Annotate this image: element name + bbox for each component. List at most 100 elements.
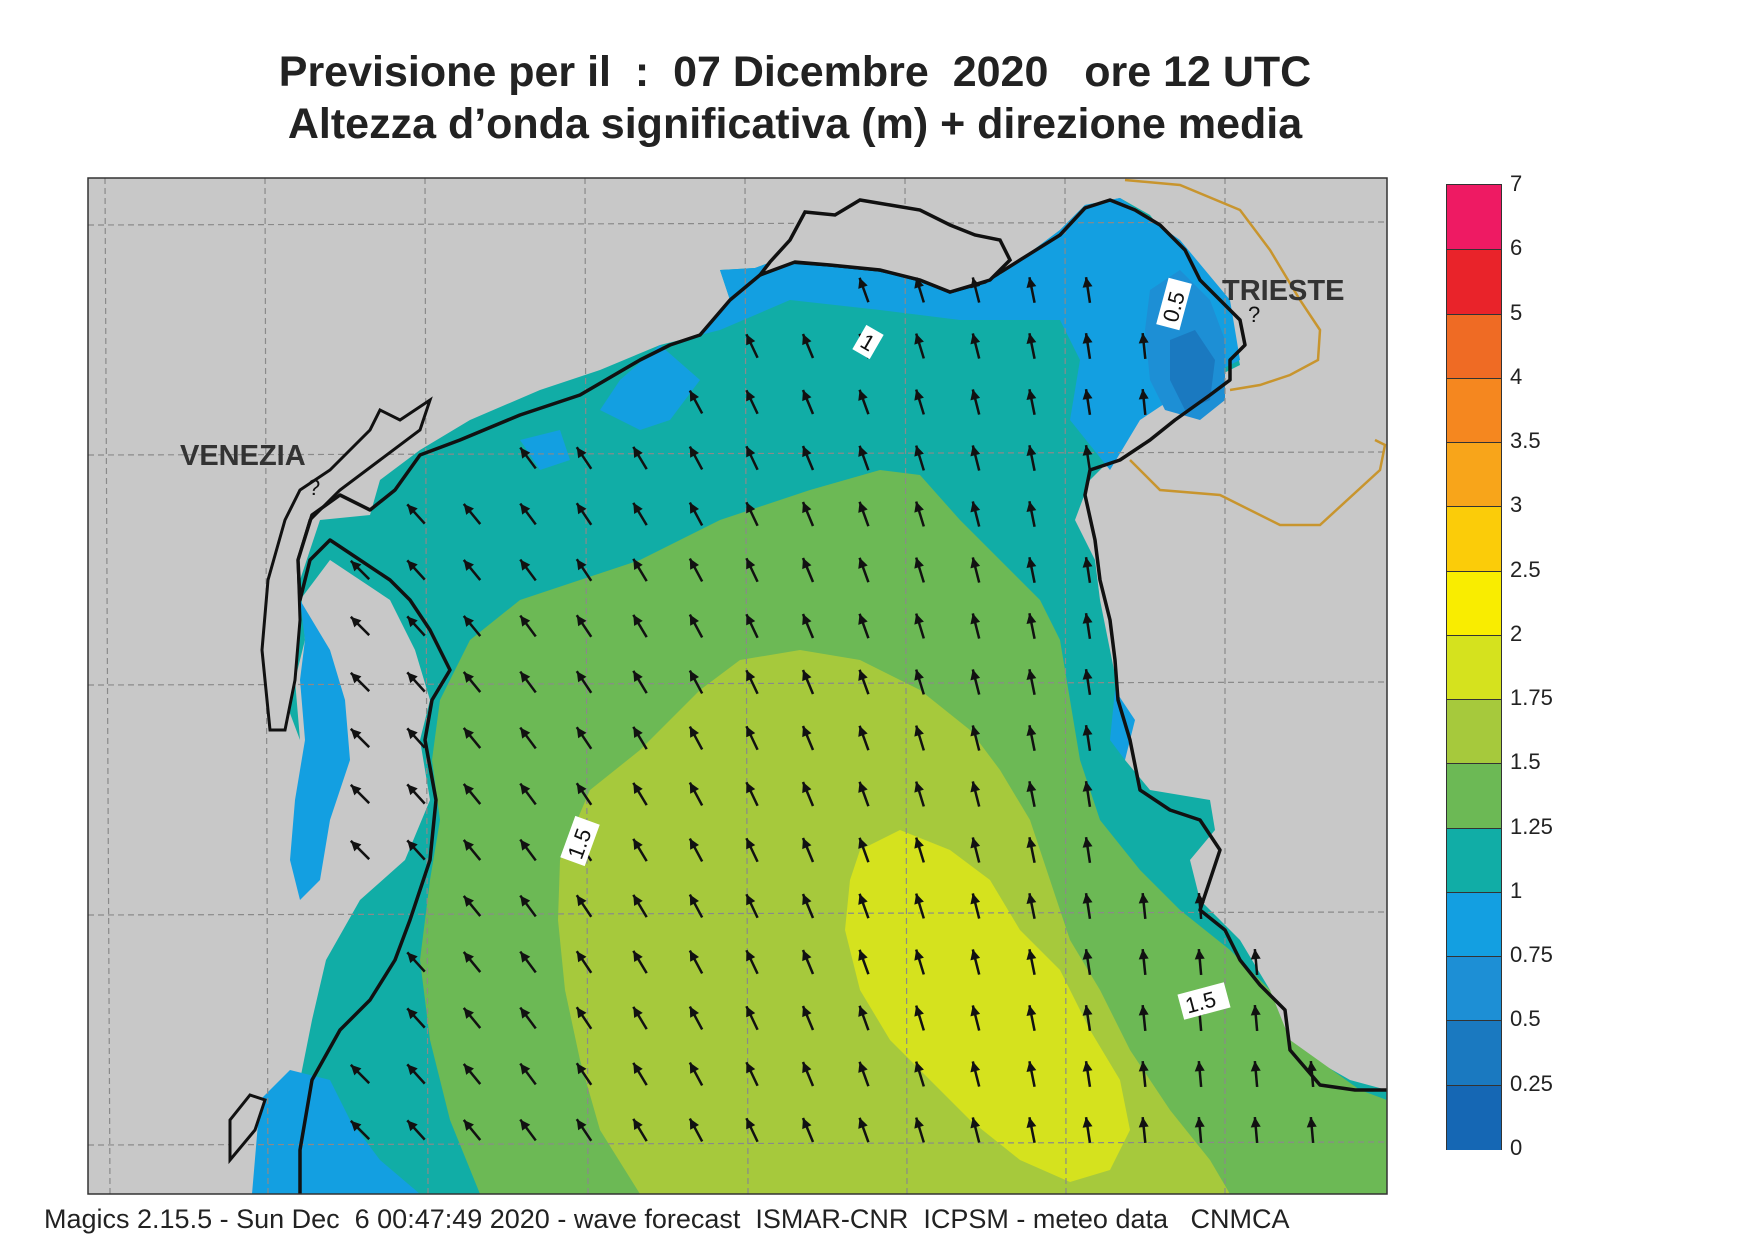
color-scale-legend — [1446, 184, 1502, 1151]
wave-direction-arrowhead — [633, 950, 643, 963]
wave-direction-arrowhead — [350, 784, 362, 796]
legend-color-cell — [1447, 442, 1501, 508]
legend-label: 0.5 — [1510, 1006, 1541, 1032]
wave-direction-arrowhead — [407, 728, 418, 740]
wave-direction-arrowhead — [1082, 669, 1093, 680]
wave-direction-arrowhead — [1250, 1005, 1261, 1016]
wave-direction-arrowhead — [520, 1119, 531, 1131]
wave-direction-arrowhead — [1026, 893, 1037, 905]
wave-direction-arrowhead — [633, 782, 643, 795]
wave-direction-arrowhead — [970, 445, 981, 457]
wave-direction-arrowhead — [970, 333, 981, 345]
wave-direction-arrowhead — [970, 1005, 981, 1017]
wave-direction-arrowhead — [914, 501, 924, 513]
grado-marano-lagoon — [754, 198, 1013, 294]
wave-direction-arrowhead — [1082, 949, 1093, 960]
wave-direction-arrowhead — [746, 1118, 756, 1130]
wave-direction-arrowhead — [858, 725, 868, 737]
wave-direction-arrowhead — [633, 670, 643, 683]
wave-direction-arrowhead — [802, 669, 812, 682]
wave-direction-arrowhead — [914, 837, 924, 849]
wave-direction-arrowhead — [576, 1119, 587, 1131]
wave-direction-arrowhead — [970, 557, 981, 569]
wave-direction-arrowhead — [520, 1007, 531, 1019]
wave-direction-arrowhead — [858, 445, 868, 457]
wave-direction-arrowhead — [1138, 1061, 1149, 1072]
footer-credits: Magics 2.15.5 - Sun Dec 6 00:47:49 2020 … — [44, 1204, 1290, 1234]
map-subtitle: Altezza d’onda significativa (m) + direz… — [287, 100, 1303, 148]
wave-direction-arrowhead — [802, 837, 812, 850]
wave-direction-arrowhead — [1026, 445, 1037, 457]
wave-direction-arrowhead — [914, 613, 924, 625]
wave-direction-arrowhead — [858, 837, 868, 849]
wave-direction-arrowhead — [970, 725, 981, 737]
wave-direction-arrowhead — [1082, 333, 1093, 344]
wave-direction-arrowhead — [520, 951, 531, 963]
wave-direction-arrowhead — [576, 503, 587, 515]
wave-direction-arrowhead — [463, 503, 474, 515]
wave-direction-arrowhead — [914, 669, 924, 681]
legend-label: 2 — [1510, 620, 1523, 646]
wave-direction-arrowhead — [1082, 1117, 1093, 1128]
wave-direction-arrowhead — [463, 895, 474, 907]
wave-direction-arrowhead — [350, 728, 362, 740]
wave-direction-arrowhead — [1082, 893, 1093, 904]
wave-direction-arrowhead — [520, 559, 531, 571]
wave-direction-arrowhead — [802, 1117, 812, 1130]
legend-label: 3 — [1510, 492, 1523, 518]
wave-direction-arrowhead — [914, 389, 924, 401]
wave-direction-arrowhead — [576, 559, 587, 571]
wave-direction-arrowhead — [802, 389, 812, 402]
wave-direction-arrowhead — [689, 782, 699, 794]
wave-direction-arrowhead — [914, 1117, 924, 1129]
map-frame — [87, 177, 1388, 1195]
wave-direction-arrowhead — [1026, 1117, 1037, 1129]
legend-label: 0.75 — [1510, 942, 1553, 968]
legend-color-cell — [1447, 570, 1501, 637]
legend-label: 5 — [1510, 299, 1523, 325]
wave-direction-arrowhead — [1082, 277, 1093, 288]
wave-direction-arrowhead — [1082, 725, 1093, 736]
wave-direction-arrowhead — [1026, 613, 1037, 625]
coastline — [296, 198, 1387, 1194]
wave-direction-arrowhead — [1194, 1061, 1205, 1072]
wave-direction-arrowhead — [689, 1006, 699, 1018]
wave-direction-arrowhead — [746, 614, 756, 626]
contour-label: 0.5 — [1156, 277, 1192, 331]
legend-color-cell — [1447, 249, 1501, 316]
wave-direction-arrowhead — [520, 615, 531, 627]
legend-color-cell — [1447, 827, 1501, 894]
wave-direction-arrowhead — [689, 950, 699, 962]
wave-direction-arrowhead — [970, 893, 981, 905]
wave-direction-arrowhead — [463, 671, 474, 683]
wave-direction-arrowhead — [407, 784, 418, 796]
wave-direction-arrowhead — [350, 616, 362, 628]
wave-direction-arrowhead — [576, 895, 587, 907]
wave-direction-arrowhead — [407, 1064, 418, 1076]
wave-direction-arrowhead — [576, 1063, 587, 1075]
wave-direction-arrowhead — [858, 1117, 868, 1129]
wave-direction-arrowhead — [689, 726, 699, 738]
wave-direction-arrowhead — [520, 783, 531, 795]
legend-label: 3.5 — [1510, 428, 1541, 454]
wave-direction-arrowhead — [1026, 501, 1037, 513]
wave-direction-arrowhead — [1026, 389, 1037, 401]
wave-direction-arrowhead — [970, 389, 981, 401]
wave-direction-arrowhead — [463, 783, 474, 795]
wave-direction-arrowhead — [858, 277, 868, 289]
wave-direction-arrowhead — [350, 672, 362, 684]
wave-direction-arrowhead — [633, 838, 643, 851]
wave-direction-arrowhead — [858, 557, 868, 569]
wave-direction-arrowhead — [576, 727, 587, 739]
wave-direction-arrowhead — [463, 951, 474, 963]
wave-direction-arrowhead — [407, 952, 418, 964]
wave-direction-arrowhead — [746, 950, 756, 962]
wave-direction-arrowhead — [407, 504, 418, 516]
wave-direction-arrowhead — [463, 839, 474, 851]
wave-direction-arrowhead — [858, 1005, 868, 1017]
wave-direction-arrowhead — [689, 894, 699, 906]
svg-text:?: ? — [308, 475, 320, 500]
wave-direction-arrowhead — [746, 334, 756, 346]
wave-direction-arrowhead — [914, 725, 924, 737]
